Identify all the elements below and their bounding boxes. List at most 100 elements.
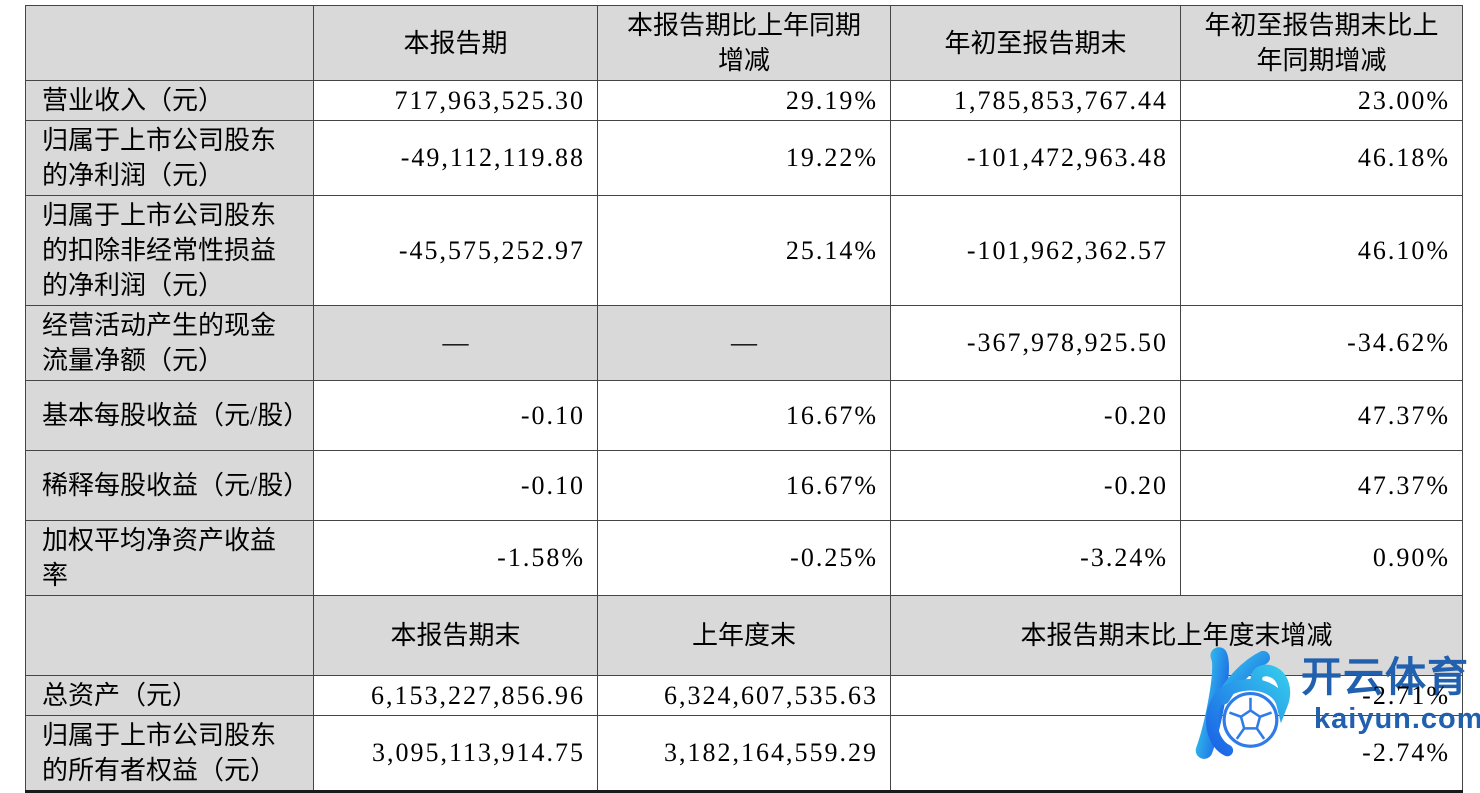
value-cell-text: -45,575,252.97 <box>398 235 585 265</box>
value-cell-text: 47.37% <box>1357 470 1450 500</box>
value-cell: 6,324,607,535.63 <box>597 675 891 716</box>
value-cell: -0.10 <box>313 380 598 451</box>
value-cell: 717,963,525.30 <box>313 80 598 121</box>
page: 本报告期 本报告期比上年同期增减 年初至报告期末 年初至报告期末比上年同期增减营业收入… <box>25 5 1480 793</box>
row-label-text: 归属于上市公司股东的所有者权益（元） <box>42 721 277 785</box>
row-label: 营业收入（元） <box>25 80 314 121</box>
header1-col1: 本报告期 <box>313 5 598 81</box>
watermark-domain-text: kaiyun.com <box>1314 703 1480 735</box>
value-cell: 47.37% <box>1180 380 1463 451</box>
watermark-brand-text: 开云体育 <box>1301 654 1469 700</box>
value-cell-text: -0.25% <box>790 543 878 572</box>
value-cell: 16.67% <box>597 450 891 521</box>
value-cell-text: — <box>731 328 757 357</box>
value-cell: — <box>313 305 598 381</box>
value-cell: 23.00% <box>1180 80 1463 121</box>
value-cell: -45,575,252.97 <box>313 195 598 306</box>
row-label: 归属于上市公司股东的净利润（元） <box>25 120 314 196</box>
value-cell: 3,095,113,914.75 <box>313 715 598 793</box>
value-cell: -0.20 <box>890 450 1181 521</box>
value-cell-text: 1,785,853,767.44 <box>954 85 1168 115</box>
value-cell-text: -34.62% <box>1347 328 1450 357</box>
header1-col4: 年初至报告期末比上年同期增减 <box>1180 5 1463 81</box>
value-cell: 29.19% <box>597 80 891 121</box>
value-cell-text: 3,182,164,559.29 <box>664 738 878 767</box>
row-label-text: 归属于上市公司股东的扣除非经常性损益的净利润（元） <box>42 201 277 300</box>
value-cell-text: -0.10 <box>520 400 585 430</box>
value-cell: -34.62% <box>1180 305 1463 381</box>
value-cell-text: 16.67% <box>785 400 878 430</box>
value-cell-text: -1.58% <box>497 543 585 572</box>
value-cell-text: 0.90% <box>1372 543 1450 572</box>
value-cell: -101,472,963.48 <box>890 120 1181 196</box>
value-cell: -2.71% <box>890 675 1463 716</box>
header2-col1: 本报告期末 <box>313 595 598 676</box>
row-label: 基本每股收益（元/股） <box>25 380 314 451</box>
header1-col4-text: 年初至报告期末比上年同期增减 <box>1204 11 1439 75</box>
value-cell-text: -101,962,362.57 <box>966 235 1168 265</box>
value-cell-text: 46.10% <box>1357 235 1450 265</box>
value-cell: -0.25% <box>597 520 891 596</box>
row-label-text: 总资产（元） <box>42 681 199 710</box>
value-cell-text: 23.00% <box>1357 85 1450 115</box>
row-label-text: 营业收入（元） <box>42 86 225 115</box>
value-cell: 16.67% <box>597 380 891 451</box>
value-cell: -0.20 <box>890 380 1181 451</box>
value-cell-text: -367,978,925.50 <box>966 328 1168 357</box>
value-cell-text: -49,112,119.88 <box>400 143 585 172</box>
row-label-text: 加权平均净资产收益率 <box>42 526 277 590</box>
value-cell: 47.37% <box>1180 450 1463 521</box>
value-cell-text: 47.37% <box>1357 400 1450 430</box>
row-label-text: 稀释每股收益（元/股） <box>42 471 310 500</box>
value-cell: 6,153,227,856.96 <box>313 675 598 716</box>
value-cell: -3.24% <box>890 520 1181 596</box>
header1-col1-text: 本报告期 <box>403 28 508 58</box>
value-cell-text: -2.71% <box>1362 680 1450 710</box>
value-cell: -1.58% <box>313 520 598 596</box>
header1-col2-text: 本报告期比上年同期增减 <box>626 11 861 75</box>
value-cell-text: -3.24% <box>1080 543 1168 572</box>
value-cell-text: -0.10 <box>520 470 585 500</box>
value-cell-text: 6,324,607,535.63 <box>664 680 878 710</box>
row-label: 加权平均净资产收益率 <box>25 520 314 596</box>
value-cell-text: 19.22% <box>785 143 878 172</box>
value-cell: 46.18% <box>1180 120 1463 196</box>
value-cell: -367,978,925.50 <box>890 305 1181 381</box>
value-cell: 46.10% <box>1180 195 1463 306</box>
value-cell: — <box>597 305 891 381</box>
value-cell: 25.14% <box>597 195 891 306</box>
value-cell-text: -2.74% <box>1362 738 1450 767</box>
header2-col1-text: 本报告期末 <box>390 621 521 650</box>
value-cell: -101,962,362.57 <box>890 195 1181 306</box>
row-label-text: 经营活动产生的现金流量净额（元） <box>42 311 277 375</box>
value-cell-text: 46.18% <box>1357 143 1450 172</box>
value-cell-text: -0.20 <box>1103 400 1168 430</box>
corner-cell <box>25 5 314 81</box>
row-label-text: 基本每股收益（元/股） <box>42 401 310 430</box>
value-cell-text: 25.14% <box>785 235 878 265</box>
value-cell-text: 3,095,113,914.75 <box>371 738 585 767</box>
header1-col3-text: 年初至报告期末 <box>944 28 1127 58</box>
corner-cell-2 <box>25 595 314 676</box>
row-label: 归属于上市公司股东的所有者权益（元） <box>25 715 314 793</box>
header2-col2-text: 上年度末 <box>691 621 796 650</box>
kaiyun-k-soccer-logo-icon <box>1195 647 1291 759</box>
value-cell: 19.22% <box>597 120 891 196</box>
row-label-text: 归属于上市公司股东的净利润（元） <box>42 126 277 190</box>
value-cell-text: -0.20 <box>1103 470 1168 500</box>
value-cell-text: 16.67% <box>785 470 878 500</box>
value-cell: 0.90% <box>1180 520 1463 596</box>
value-cell: 3,182,164,559.29 <box>597 715 891 793</box>
header2-col3: 本报告期末比上年度末增减 <box>890 595 1463 676</box>
value-cell-text: — <box>442 328 469 357</box>
header2-col3-text: 本报告期末比上年度末增减 <box>1020 621 1333 650</box>
row-label: 稀释每股收益（元/股） <box>25 450 314 521</box>
row-label: 经营活动产生的现金流量净额（元） <box>25 305 314 381</box>
kaiyun-watermark: 开云体育 kaiyun.com <box>1183 641 1480 765</box>
header1-col3: 年初至报告期末 <box>890 5 1181 81</box>
header2-col2: 上年度末 <box>597 595 891 676</box>
row-label: 总资产（元） <box>25 675 314 716</box>
header1-col2: 本报告期比上年同期增减 <box>597 5 891 81</box>
value-cell-text: 29.19% <box>785 85 878 115</box>
row-label: 归属于上市公司股东的扣除非经常性损益的净利润（元） <box>25 195 314 306</box>
